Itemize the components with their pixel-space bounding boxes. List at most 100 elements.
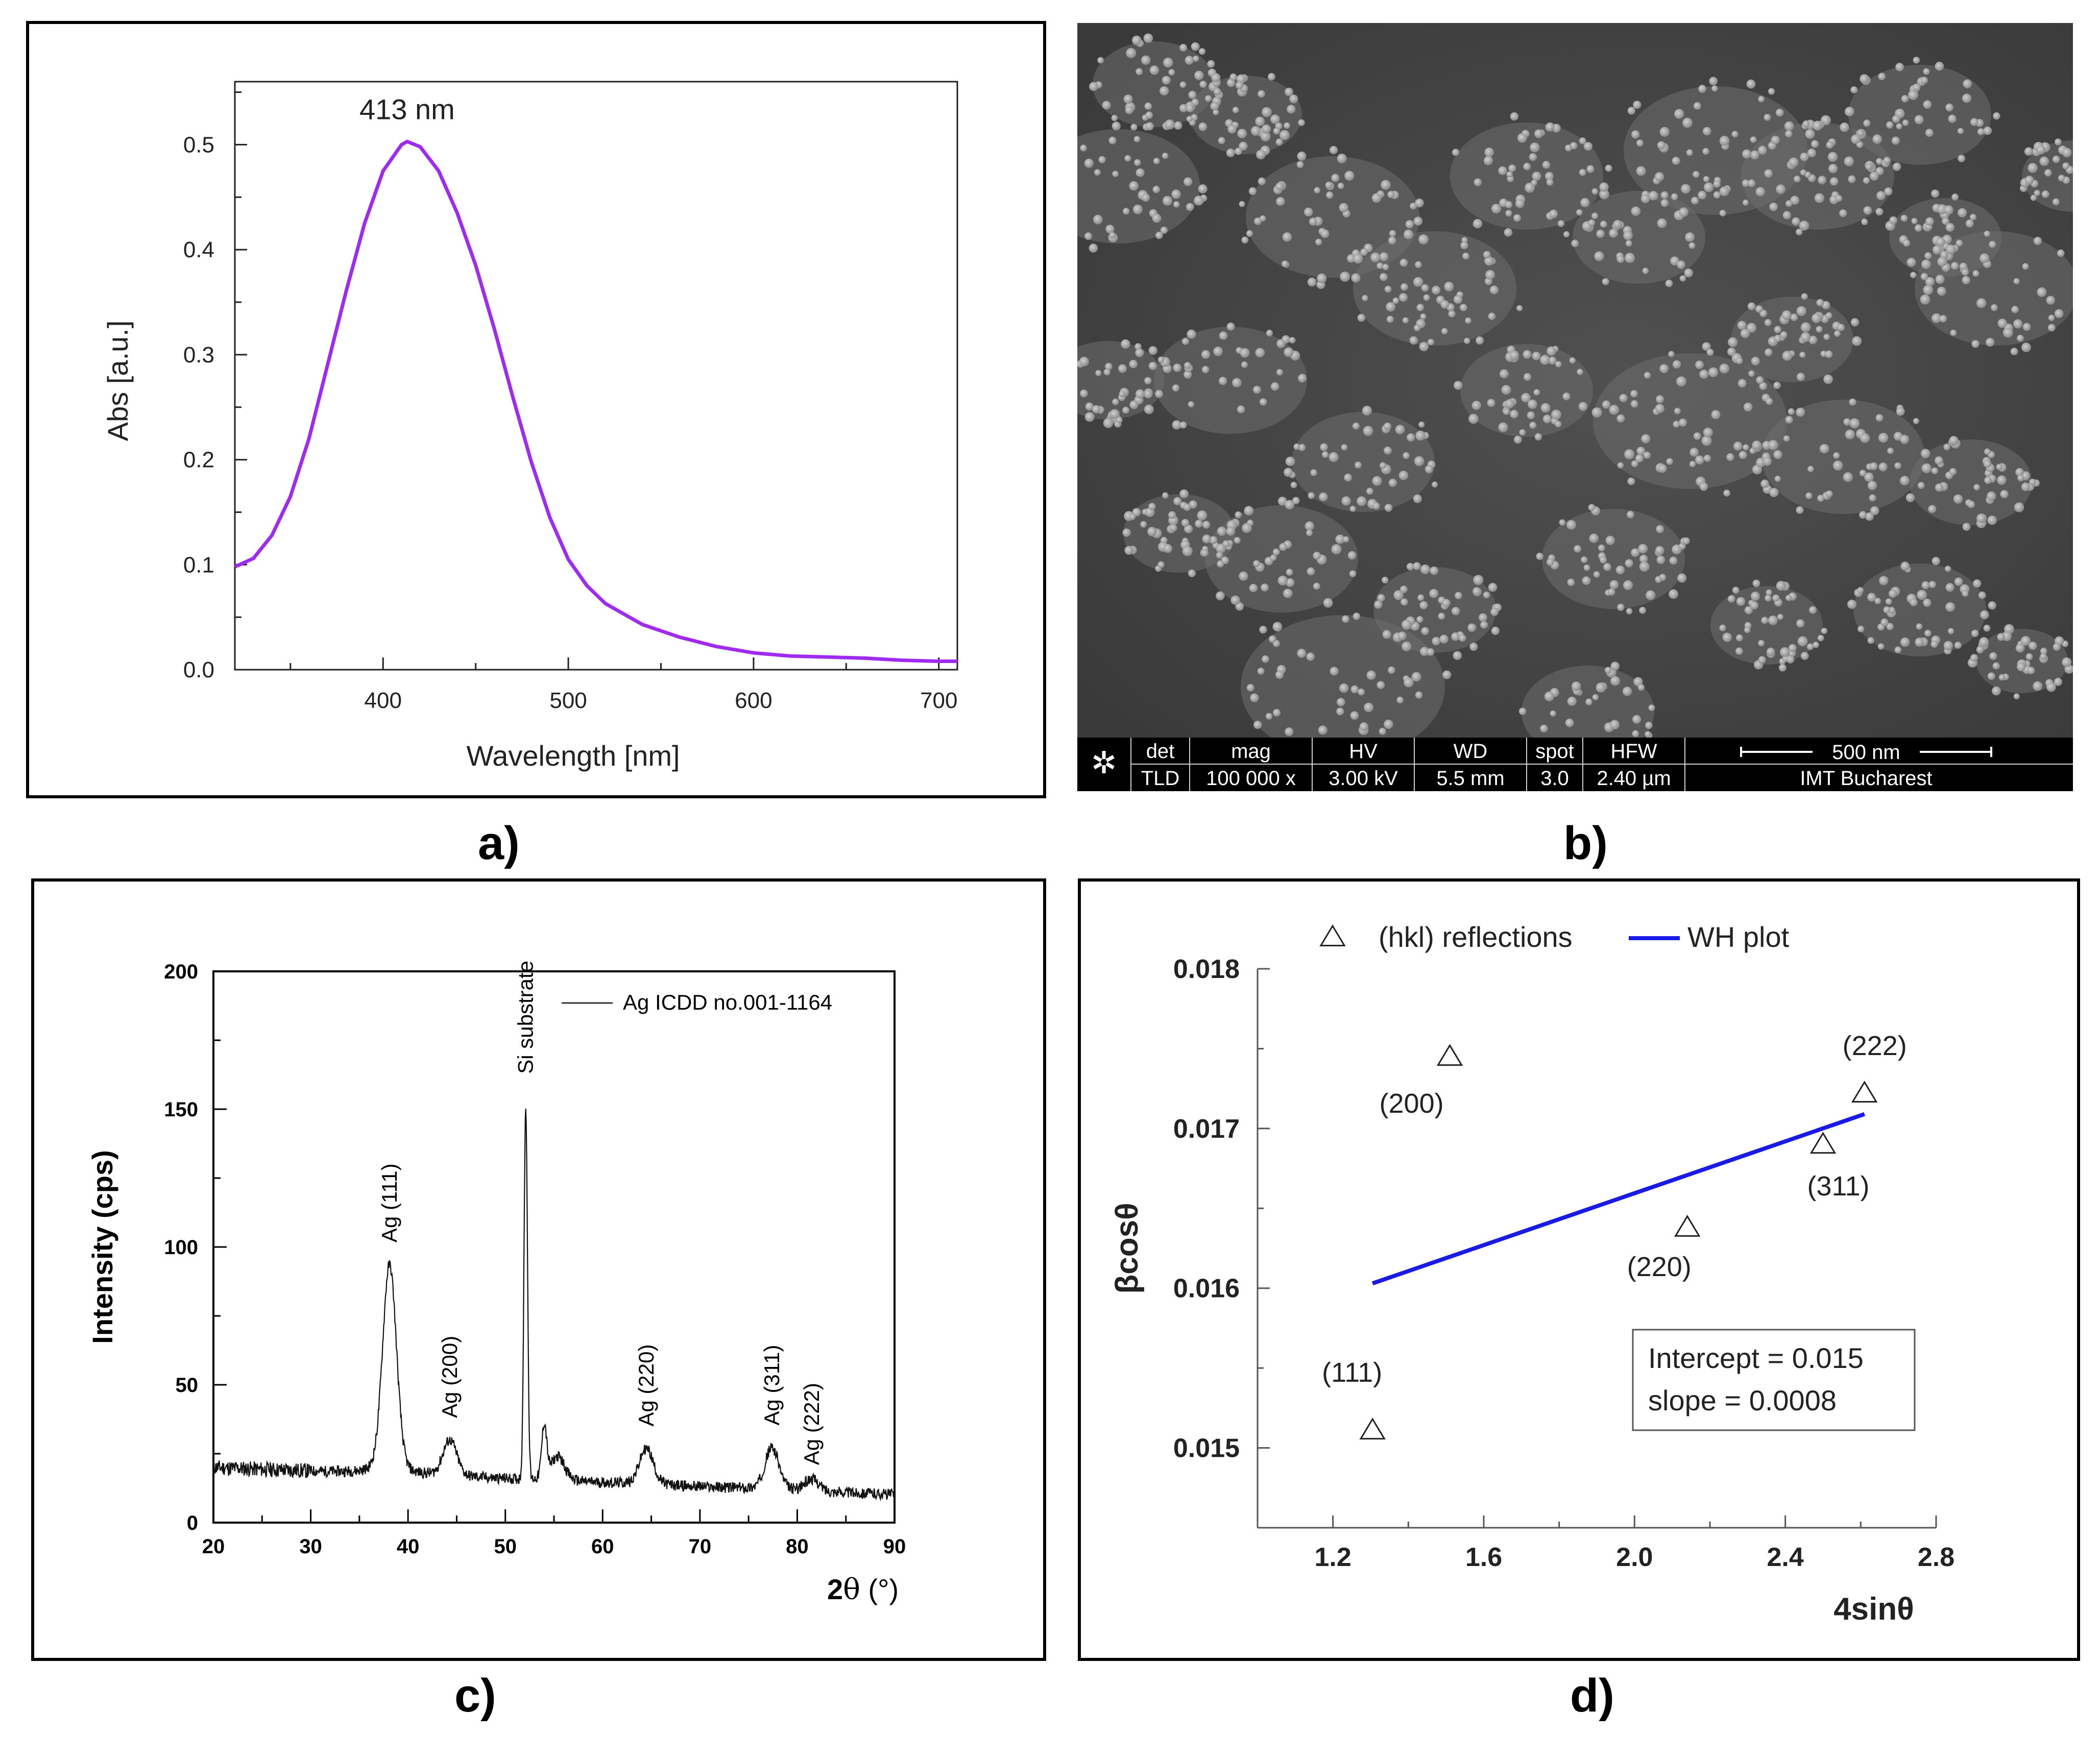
xrd-pattern-line bbox=[212, 1109, 896, 1502]
panel-d: 1.2 1.6 2.0 2.4 2.8 0.015 0.016 0.017 0.018 4sinθ… bbox=[1077, 878, 2081, 1661]
x-tick-label: 80 bbox=[786, 1535, 809, 1558]
point-label: (220) bbox=[1627, 1252, 1692, 1282]
x-tick-label: 70 bbox=[689, 1535, 712, 1558]
x-axis-label: 2θ (°) bbox=[827, 1573, 899, 1606]
x-axis-label: Wavelength [nm] bbox=[466, 740, 680, 772]
info-header: mag bbox=[1231, 740, 1271, 763]
panel-a: 400 500 600 700 0.0 0.1 0.2 0.3 0.4 0.5 Wavelength… bbox=[26, 20, 1047, 799]
x-tick-label: 400 bbox=[365, 688, 402, 713]
sem-image: ✲ det TLD mag 100 000 x HV 3.00 kV WD 5.5 mm spot… bbox=[1036, 23, 2100, 791]
y-tick-label: 0.2 bbox=[183, 448, 214, 473]
data-point-marker bbox=[1359, 1417, 1386, 1440]
data-point-marker bbox=[1851, 1081, 1878, 1103]
y-tick-label: 0.016 bbox=[1173, 1274, 1240, 1304]
legend-marker bbox=[1319, 924, 1346, 946]
info-header: HV bbox=[1349, 740, 1378, 763]
x-tick-label: 30 bbox=[299, 1535, 322, 1558]
x-tick-label: 1.6 bbox=[1465, 1543, 1502, 1572]
x-tick-label: 90 bbox=[883, 1535, 906, 1558]
x-tick-label: 50 bbox=[494, 1535, 517, 1558]
y-tick-label: 0.5 bbox=[183, 132, 214, 157]
institution-label: IMT Bucharest bbox=[1800, 767, 1932, 790]
legend-line-label: WH plot bbox=[1687, 921, 1790, 953]
plot-frame bbox=[234, 81, 958, 671]
data-point-marker bbox=[1674, 1214, 1701, 1237]
y-tick-label: 0.018 bbox=[1173, 955, 1240, 984]
fit-box bbox=[1632, 1329, 1916, 1431]
y-tick-label: 0.0 bbox=[183, 657, 214, 682]
caption-c: c) bbox=[454, 1670, 496, 1722]
fit-box-slope: slope = 0.0008 bbox=[1648, 1384, 1837, 1416]
wh-plot-chart: 1.2 1.6 2.0 2.4 2.8 0.015 0.016 0.017 0.018 4sinθ… bbox=[1078, 878, 2080, 1661]
panel-c: 20 30 40 50 60 70 80 90 0 50 100 150 200 2θ (°) Intens… bbox=[31, 878, 1047, 1661]
y-tick-label: 0.015 bbox=[1173, 1434, 1240, 1463]
y-tick-label: 100 bbox=[164, 1236, 198, 1259]
x-tick-label: 1.2 bbox=[1315, 1543, 1351, 1572]
peak-annotation: 413 nm bbox=[359, 93, 455, 126]
caption-a: a) bbox=[478, 817, 520, 869]
particle-cluster bbox=[1848, 65, 1991, 165]
panel-frame bbox=[1078, 878, 2080, 1661]
y-tick-label: 50 bbox=[176, 1374, 199, 1397]
peak-label: Ag (111) bbox=[377, 1163, 401, 1242]
y-tick-label: 0 bbox=[187, 1512, 198, 1534]
info-value: 2.40 µm bbox=[1597, 767, 1671, 790]
peak-label: Si substrate bbox=[514, 961, 538, 1074]
data-point-marker bbox=[1809, 1132, 1837, 1154]
nanoparticles bbox=[1076, 33, 2074, 739]
peak-label: Ag (200) bbox=[438, 1336, 462, 1418]
y-tick-label: 0.4 bbox=[183, 237, 214, 262]
point-label: (222) bbox=[1843, 1031, 1907, 1061]
info-value: 5.5 mm bbox=[1436, 767, 1504, 790]
x-tick-label: 60 bbox=[591, 1535, 614, 1558]
x-tick-label: 2.8 bbox=[1918, 1543, 1954, 1572]
info-value: TLD bbox=[1141, 767, 1180, 790]
info-header: WD bbox=[1454, 740, 1488, 763]
x-tick-label: 700 bbox=[920, 688, 957, 713]
uv-vis-chart: 400 500 600 700 0.0 0.1 0.2 0.3 0.4 0.5 Wavelength… bbox=[26, 21, 1046, 798]
y-tick-label: 0.1 bbox=[183, 552, 214, 577]
wh-fit-line bbox=[1371, 1112, 1866, 1286]
data-point-marker bbox=[1436, 1044, 1463, 1066]
peak-label: Ag (311) bbox=[760, 1345, 784, 1426]
x-tick-label: 500 bbox=[549, 688, 587, 713]
caption-b: b) bbox=[1563, 817, 1608, 869]
info-value: 3.00 kV bbox=[1329, 767, 1398, 790]
x-tick-label: 2.0 bbox=[1616, 1543, 1653, 1572]
point-label: (311) bbox=[1807, 1171, 1869, 1202]
y-tick-label: 0.017 bbox=[1173, 1114, 1240, 1144]
point-label: (111) bbox=[1322, 1357, 1382, 1388]
particle-cluster bbox=[1246, 156, 1419, 278]
fit-box-intercept: Intercept = 0.015 bbox=[1648, 1342, 1864, 1374]
x-tick-label: 20 bbox=[202, 1535, 225, 1558]
absorbance-line bbox=[234, 139, 957, 663]
x-axis-label: 4sinθ bbox=[1833, 1592, 1914, 1627]
y-axis-label: βcosθ bbox=[1109, 1203, 1145, 1293]
panel-b: ✲ det TLD mag 100 000 x HV 3.00 kV WD 5.5 mm spot… bbox=[1036, 23, 2100, 791]
panel-frame bbox=[31, 878, 1046, 1661]
y-tick-label: 150 bbox=[164, 1098, 198, 1121]
x-tick-label: 600 bbox=[735, 688, 772, 713]
xrd-chart: 20 30 40 50 60 70 80 90 0 50 100 150 200 2θ (°) Intens… bbox=[31, 878, 1046, 1661]
particle-cluster bbox=[1761, 400, 1925, 514]
info-header: det bbox=[1146, 740, 1175, 763]
panel-frame bbox=[26, 21, 1046, 798]
legend-marker-label: (hkl) reflections bbox=[1379, 921, 1573, 953]
particle-cluster bbox=[1741, 123, 1894, 230]
caption-d: d) bbox=[1570, 1670, 1614, 1722]
info-header: spot bbox=[1535, 740, 1574, 763]
x-tick-label: 40 bbox=[397, 1535, 420, 1558]
particle-cluster bbox=[1542, 509, 1685, 609]
peak-label: Ag (220) bbox=[634, 1344, 658, 1427]
x-tick-label: 2.4 bbox=[1767, 1543, 1804, 1572]
info-value: 100 000 x bbox=[1206, 767, 1296, 790]
legend-label: Ag ICDD no.001-1164 bbox=[623, 990, 832, 1014]
particle-cluster bbox=[1292, 412, 1435, 512]
info-value: 3.0 bbox=[1540, 767, 1569, 790]
y-tick-label: 0.3 bbox=[183, 342, 214, 368]
point-label: (200) bbox=[1380, 1088, 1444, 1119]
scale-label: 500 nm bbox=[1832, 741, 1900, 764]
y-axis-label: Abs [a.u.] bbox=[102, 321, 134, 442]
y-tick-label: 200 bbox=[164, 961, 198, 983]
info-header: HFW bbox=[1610, 740, 1657, 763]
